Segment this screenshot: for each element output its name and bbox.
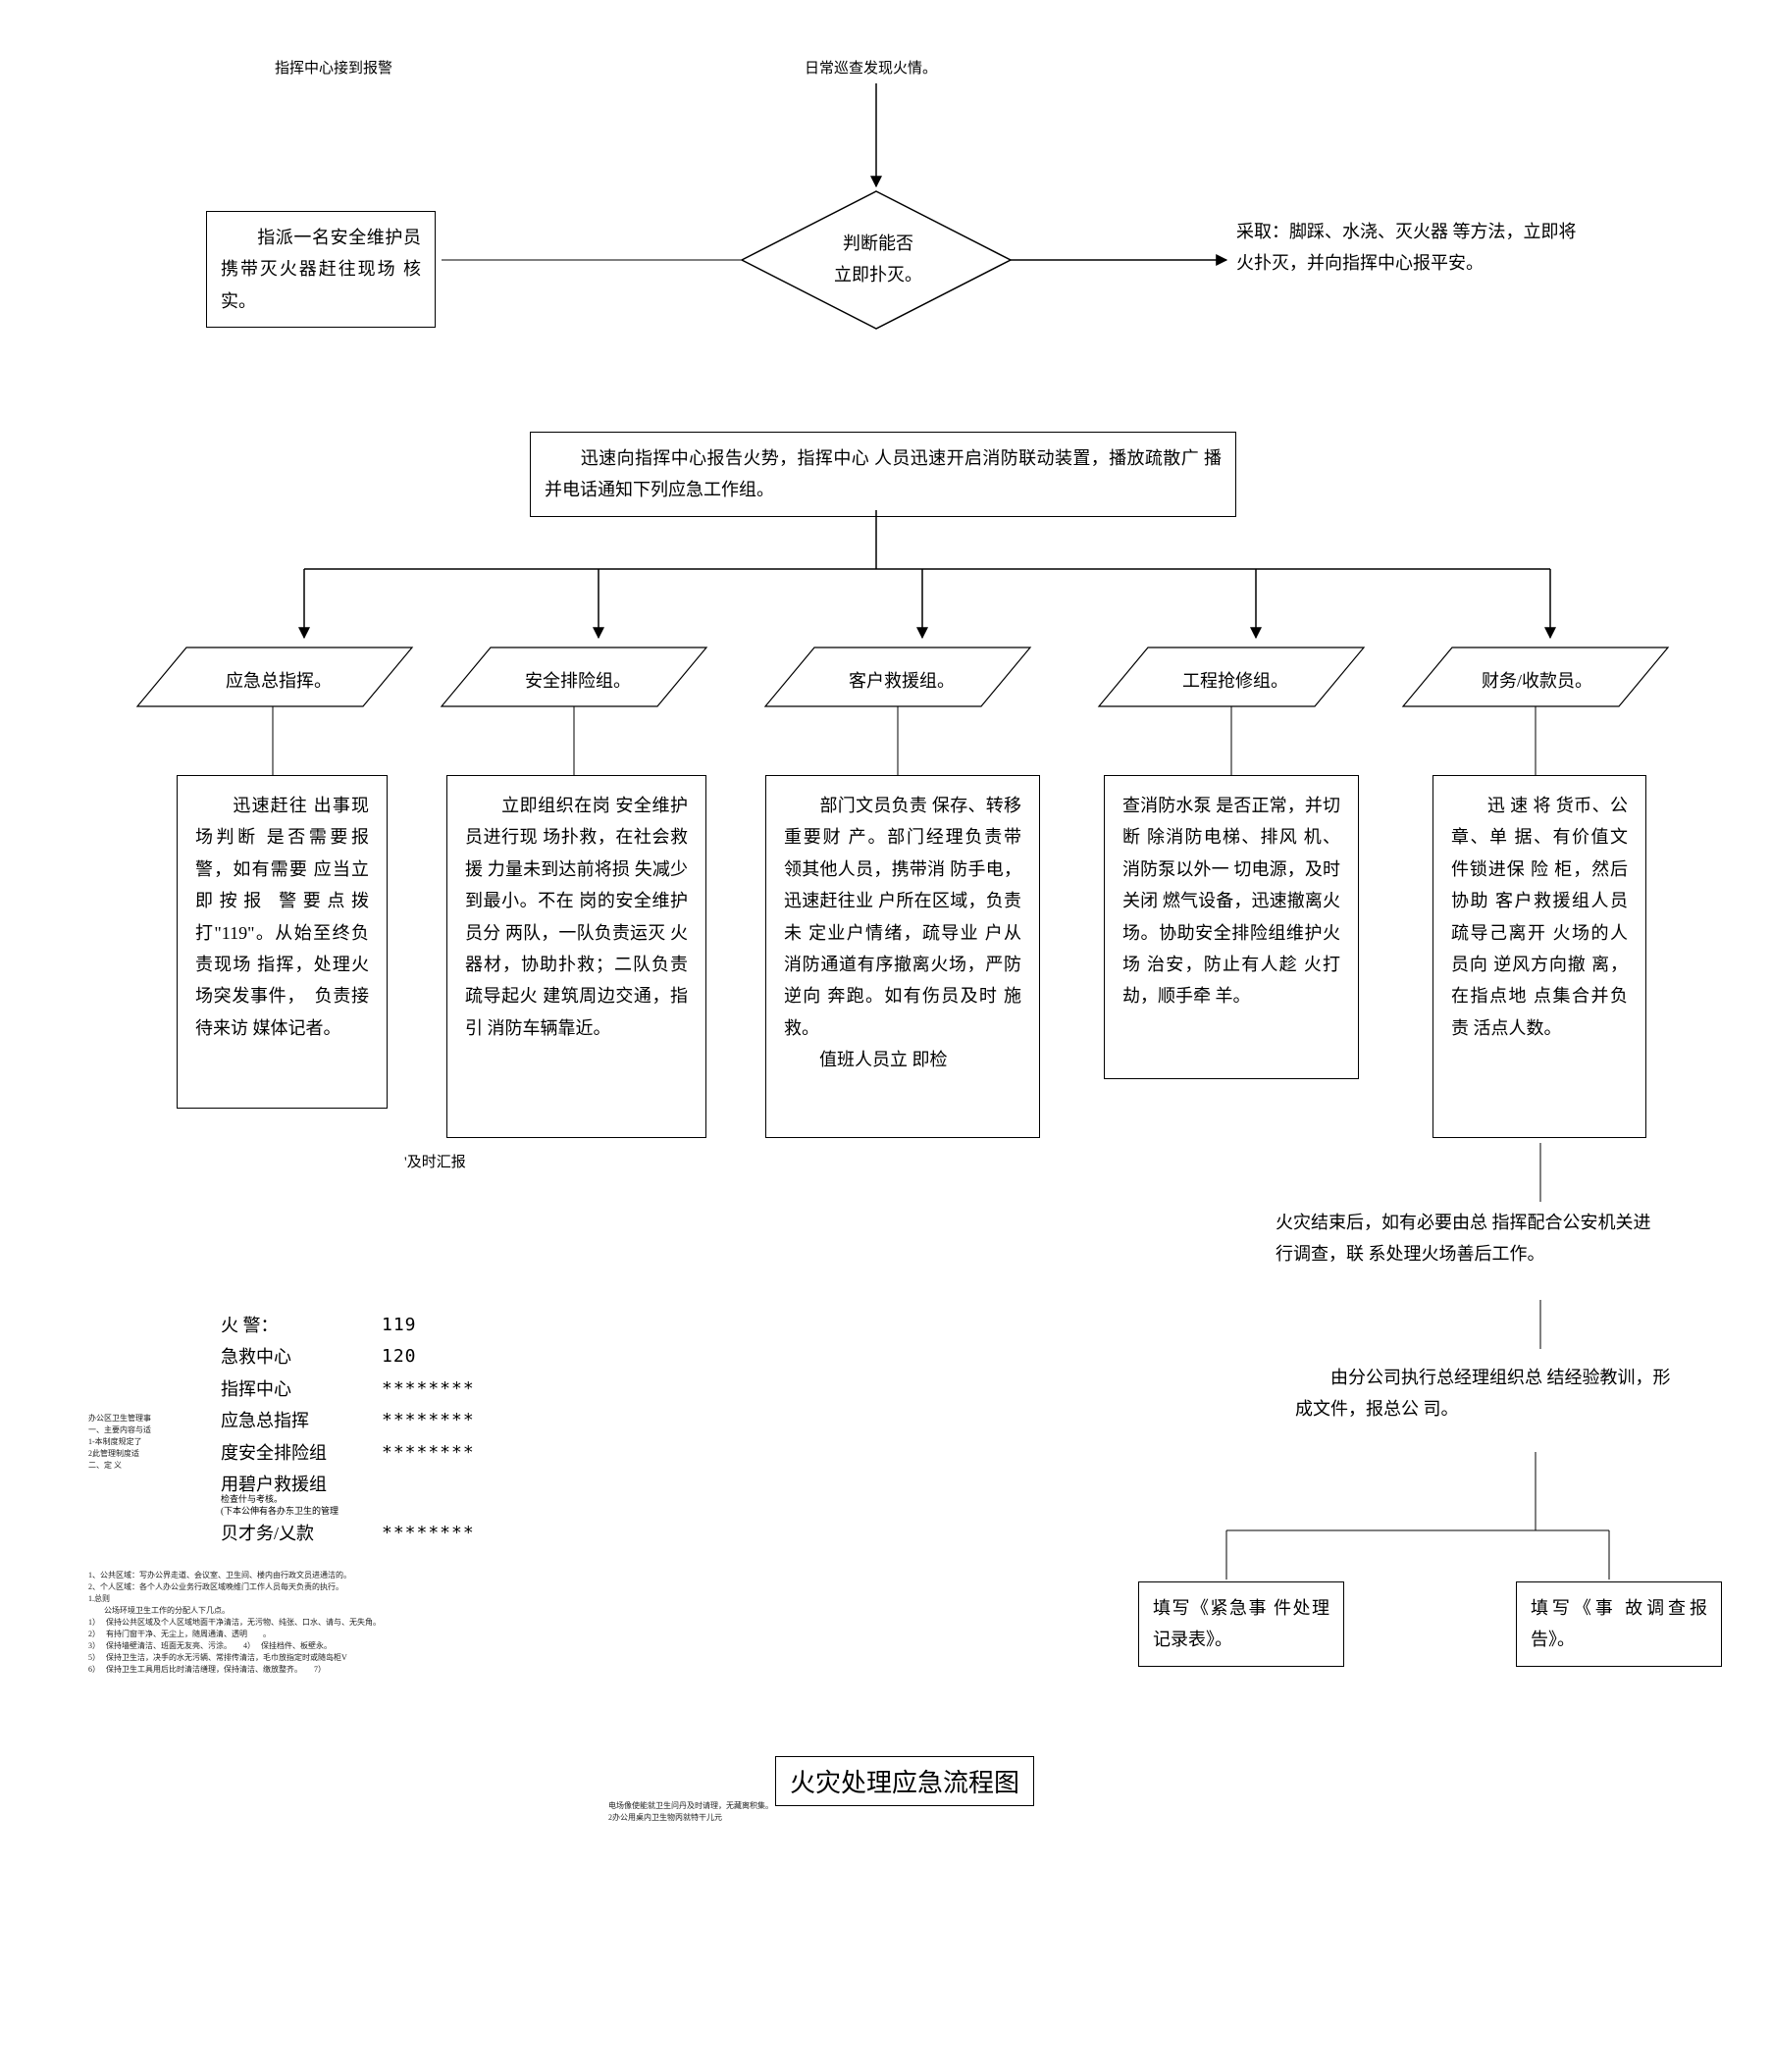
tiny-line: 公场环境卫生工作的分配人下几点。 — [88, 1605, 775, 1617]
tiny-line: 二、定 义 — [88, 1460, 196, 1472]
detail-box-4: 查消防水泵 是否正常，并切断 除消防电梯、排风 机、消防泵以外一 切电源，及时关… — [1104, 775, 1359, 1079]
contact-footer2: (下本公伸有各办东卫生的管理 — [221, 1506, 475, 1518]
tiny-line: 2办公用桌内卫生物丙就特干儿元 — [608, 1812, 903, 1824]
node-command-center: 指挥中心接到报警 — [275, 59, 392, 79]
branch-label-5: 财务/收款员。 — [1482, 665, 1592, 697]
tiny-line: 一、主要内容与适 — [88, 1424, 196, 1436]
detail-box-2: 立即组织在岗 安全维护员进行现 场扑救，在社会救援 力量未到达前将损 失减少到最… — [446, 775, 706, 1138]
branch-label-1: 应急总指挥。 — [226, 665, 332, 697]
tiny-line: 2此管理制度适 — [88, 1448, 196, 1460]
node-after-fire: 火灾结束后，如有必要由总 指挥配合公安机关进行调查，联 系处理火场善后工作。 — [1276, 1207, 1668, 1270]
tiny-line: 1-本制度规定了 — [88, 1436, 196, 1448]
node-action-extinguish: 采取：脚踩、水浇、灭火器 等方法，立即将火扑灭，并向指挥中心报平安。 — [1236, 216, 1589, 280]
branch-label-3: 客户救援组。 — [849, 665, 955, 697]
contact-label: 急救中心 — [221, 1341, 358, 1373]
note-timely-report: '及时汇报 — [404, 1153, 466, 1173]
form-accident-report: 填写《事 故调查报告》。 — [1516, 1581, 1722, 1667]
node-patrol-discover: 日常巡查发现火情。 — [805, 59, 937, 79]
tiny-line: 1） 保持公共区域及个人区域地面干净清洁，无污物、纯张、口水、请与、无失角。 — [88, 1617, 775, 1629]
tiny-line: 1.总则 — [88, 1593, 775, 1605]
node-report-box: 迅速向指挥中心报告火势，指挥中心 人员迅速开启消防联动装置，播放疏散广 播并电话… — [530, 432, 1236, 517]
tiny-line: 办公区卫生管理事 — [88, 1413, 196, 1424]
contact-label: 指挥中心 — [221, 1373, 358, 1405]
form-emergency-record: 填写《紧急事 件处理记录表》。 — [1138, 1581, 1344, 1667]
node-decision: 判断能否 立即扑灭。 — [814, 228, 942, 291]
contact-label: 度安全排险组 — [221, 1437, 358, 1469]
detail-box-1: 迅速赶往 出事现场判断 是否需要报 警，如有需要 应当立即按报 警要点拨打"11… — [177, 775, 388, 1109]
detail-box-3: 部门文员负责 保存、转移重要财 产。部门经理负责带 领其他人员，携带消 防手电，… — [765, 775, 1040, 1138]
contact-label: 火 警： — [221, 1310, 358, 1341]
contact-label: 应急总指挥 — [221, 1405, 358, 1436]
detail-box-5: 迅 速 将 货币、公 章、单 据、有价值文 件锁进保 险 柜，然后协助 客户救援… — [1432, 775, 1646, 1138]
tiny-side-text: 办公区卫生管理事 一、主要内容与适 1-本制度规定了 2此管理制度适 二、定 义 — [88, 1413, 196, 1472]
contact-label: 贝才务/乂款 — [221, 1518, 358, 1549]
contact-value: ******** — [382, 1437, 475, 1469]
contacts-block: 火 警： 119 急救中心 120 指挥中心 ******** 应急总指挥 ******… — [221, 1310, 475, 1549]
tiny-line: 5） 保持卫生洁，决手的水无污辆、常排传清洁，毛巾放指定时或随岛柜V — [88, 1652, 775, 1664]
contact-value: 120 — [382, 1341, 417, 1373]
contact-value: ******** — [382, 1405, 475, 1436]
branch-label-2: 安全排险组。 — [525, 665, 631, 697]
tiny-line: 1、公共区域：写办公界走道、会议室、卫生间、楼内由行政文员进通洁的。 — [88, 1570, 775, 1581]
node-summary: 由分公司执行总经理组织总 结经验教训，形成文件，报总公 司。 — [1295, 1362, 1688, 1425]
node-dispatch-box: 指派一名安全维护员携带灭火器赶往现场 核实。 — [206, 211, 436, 328]
tiny-line: 3） 保持墙壁清洁、班面无友亮、污涂。 4） 保挂档件、板壁永。 — [88, 1640, 775, 1652]
tiny-line: 6） 保持卫生工具用后比时清洁缮理，保持清洁、缴放整齐。 7） — [88, 1664, 775, 1676]
tiny-line: 2、个人区域：各个人办公业务行政区域晚维门工作人员每天负责的执行。 — [88, 1581, 775, 1593]
contact-value: 119 — [382, 1310, 417, 1341]
tiny-line: 2） 有持门窗干净、无尘上，随周通清、透明 。 — [88, 1629, 775, 1640]
tiny-bottom-text: 1、公共区域：写办公界走道、会议室、卫生间、楼内由行政文员进通洁的。 2、个人区… — [88, 1570, 775, 1676]
contact-value: ******** — [382, 1518, 475, 1549]
diagram-title: 火灾处理应急流程图 — [775, 1756, 1034, 1806]
branch-label-4: 工程抢修组。 — [1182, 665, 1288, 697]
contact-value: ******** — [382, 1373, 475, 1405]
